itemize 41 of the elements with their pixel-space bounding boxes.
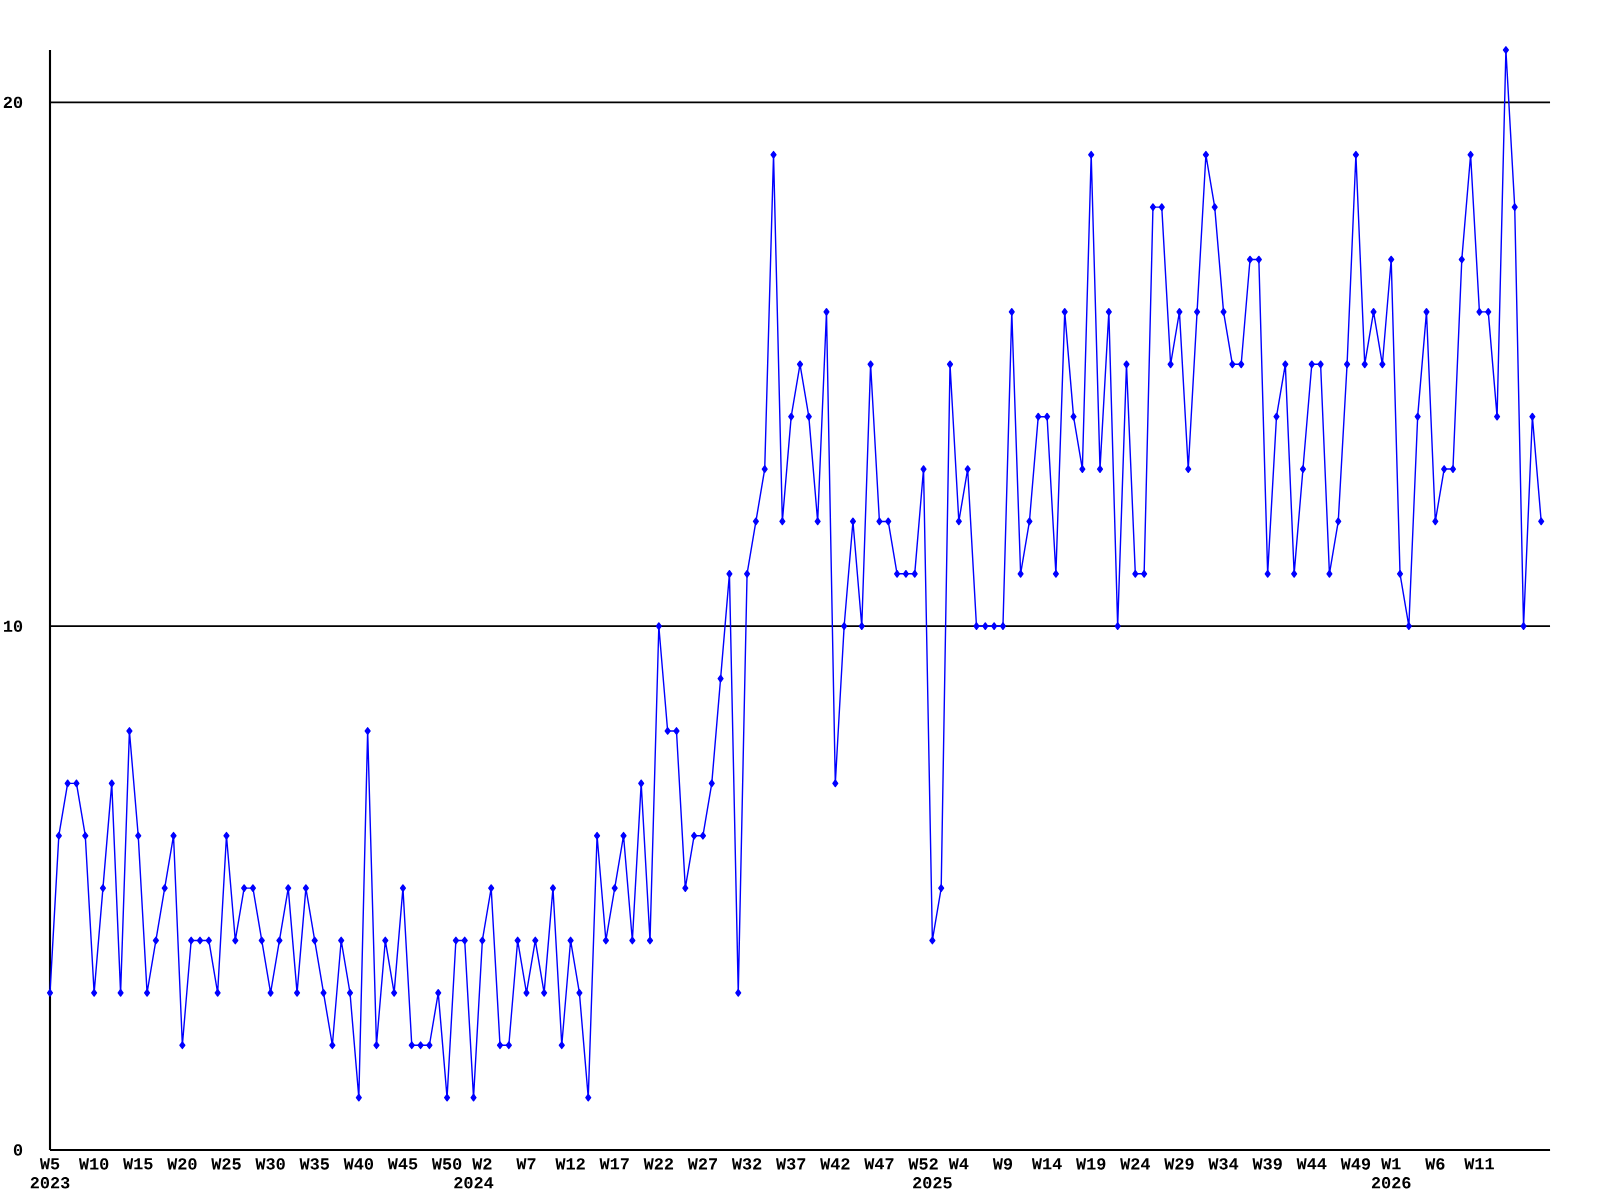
text: 2023 [30,1177,70,1189]
x-tick-label: W9 [992,1158,1013,1170]
x-tick-label: W14 [1031,1158,1062,1170]
x-tick-label: W4 [948,1158,969,1170]
x-tick-label: W45 [387,1158,418,1170]
x-tick-label: W34 [1208,1158,1239,1170]
x-tick-label: W27 [687,1158,717,1170]
x-tick-label: W10 [78,1158,109,1170]
x-tick-label: W19 [1076,1158,1106,1170]
x-tick-label: W24 [1120,1158,1151,1170]
x-tick-label: W32 [731,1158,762,1170]
text: 2024 [454,1177,494,1189]
x-tick-label: W39 [1252,1158,1282,1170]
x-tick-label: W6 [1425,1158,1445,1170]
x-tick-label: W20 [167,1158,197,1170]
text: 2026 [1371,1177,1411,1189]
x-tick-label: W2 [472,1158,492,1170]
x-tick-label: W40 [343,1158,374,1170]
x-tick-label: W22 [643,1158,674,1170]
x-tick-label: W44 [1296,1158,1327,1170]
text: 2025 [913,1177,952,1189]
x-tick-label: W17 [599,1158,629,1170]
x-tick-label: W15 [123,1158,153,1170]
y-tick-label: 20 [3,96,23,109]
x-tick-label: W1 [1381,1158,1401,1170]
y-tick-label: 0 [13,1144,23,1156]
x-tick-label: W52 [908,1158,938,1170]
x-tick-label: W25 [211,1158,241,1170]
x-tick-label: W11 [1464,1158,1494,1170]
x-tick-label: W50 [431,1158,462,1170]
x-tick-label: W37 [776,1158,806,1170]
x-tick-label: W49 [1340,1158,1371,1170]
x-tick-label: W12 [555,1158,585,1170]
x-tick-label: W5 [39,1158,60,1170]
x-tick-label: W35 [299,1158,330,1170]
x-tick-label: W7 [516,1158,536,1170]
y-tick-label: 10 [3,620,23,632]
x-tick-label: W42 [820,1158,850,1170]
x-tick-label: W30 [255,1158,285,1170]
x-tick-label: W29 [1164,1158,1194,1170]
x-tick-label: W47 [864,1158,894,1170]
